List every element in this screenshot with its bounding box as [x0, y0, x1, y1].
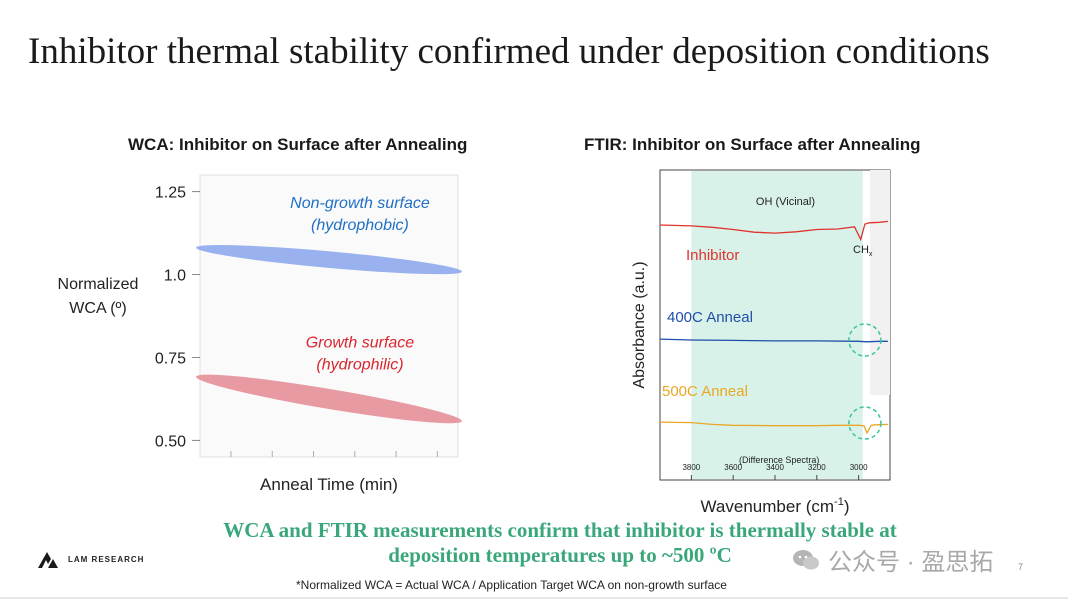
- conclusion-line-1: WCA and FTIR measurements confirm that i…: [223, 518, 897, 542]
- lam-logo-text: LAM RESEARCH: [68, 554, 145, 564]
- conclusion-line-2: deposition temperatures up to ~500 ºC: [388, 543, 732, 567]
- ftir-ch-annotation: CHx: [853, 244, 873, 258]
- conclusion-text: WCA and FTIR measurements confirm that i…: [150, 518, 970, 568]
- slide-title: Inhibitor thermal stability confirmed un…: [28, 30, 1028, 74]
- ftir-xtick-label: 3000: [850, 463, 868, 472]
- wca-ytick-label: 0.75: [155, 350, 186, 367]
- wca-xlabel: Anneal Time (min): [260, 475, 398, 494]
- ftir-ch-highlight-circle: [848, 406, 882, 440]
- page-number: 7: [1018, 562, 1024, 572]
- ftir-difference-annotation: (Difference Spectra): [739, 455, 819, 465]
- wechat-icon: [793, 549, 819, 569]
- ftir-series-label: 400C Anneal: [667, 309, 753, 326]
- lam-logo-icon: [38, 552, 58, 568]
- wca-series-label-line2: (hydrophobic): [311, 217, 409, 234]
- ftir-xlabel: Wavenumber (cm-1): [701, 496, 850, 516]
- ftir-ylabel: Absorbance (a.u.): [631, 261, 648, 388]
- wca-ytick-label: 1.25: [155, 185, 186, 202]
- ftir-xtick-label: 3800: [682, 463, 700, 472]
- wca-ylabel-line2: WCA (º): [69, 300, 126, 317]
- lam-logo: LAM RESEARCH: [38, 550, 144, 568]
- wca-chart-title: WCA: Inhibitor on Surface after Annealin…: [128, 135, 468, 154]
- ftir-gray-region: [870, 170, 890, 395]
- slide-title-text: Inhibitor thermal stability confirmed un…: [28, 31, 990, 72]
- ftir-xtick-label: 3400: [766, 463, 784, 472]
- wca-band-growth: [196, 374, 462, 424]
- ftir-chart: 3800 3600 3400 3200 3000 OH (Vicinal) CHx (Dif…: [631, 169, 891, 516]
- ftir-series-label: Inhibitor: [686, 247, 739, 264]
- ftir-ch-highlight-circle: [848, 323, 882, 357]
- footnote: *Normalized WCA = Actual WCA / Applicati…: [296, 578, 727, 592]
- wca-series-label-line2: (hydrophilic): [316, 356, 403, 373]
- wca-series-label-line1: Non-growth surface: [290, 195, 430, 212]
- wca-band-non-growth: [196, 245, 462, 275]
- ftir-series-3: [659, 421, 888, 435]
- ftir-series-label: 500C Anneal: [662, 383, 748, 400]
- bottom-rule: [0, 597, 1068, 599]
- watermark: 公众号 · 盈思拓: [792, 542, 993, 577]
- ftir-series-2: [659, 338, 888, 343]
- wca-ylabel-line1: Normalized: [58, 276, 139, 293]
- ftir-oh-highlight: [691, 171, 863, 479]
- ftir-chart-title: FTIR: Inhibitor on Surface after Anneali…: [584, 135, 921, 154]
- wca-series-label-line1: Growth surface: [306, 334, 415, 351]
- wca-ytick-label: 1.0: [164, 268, 186, 285]
- ftir-xtick-label: 3600: [724, 463, 742, 472]
- watermark-text: 公众号 · 盈思拓: [828, 549, 994, 576]
- ftir-xtick-label: 3200: [808, 463, 826, 472]
- ftir-series-1: [659, 220, 888, 242]
- ftir-oh-annotation: OH (Vicinal): [756, 196, 815, 208]
- wca-ytick-label: 0.50: [155, 433, 186, 450]
- wca-chart: 0.50 0.75 1.0 1.25 Non-growth surface (hydro…: [58, 174, 462, 494]
